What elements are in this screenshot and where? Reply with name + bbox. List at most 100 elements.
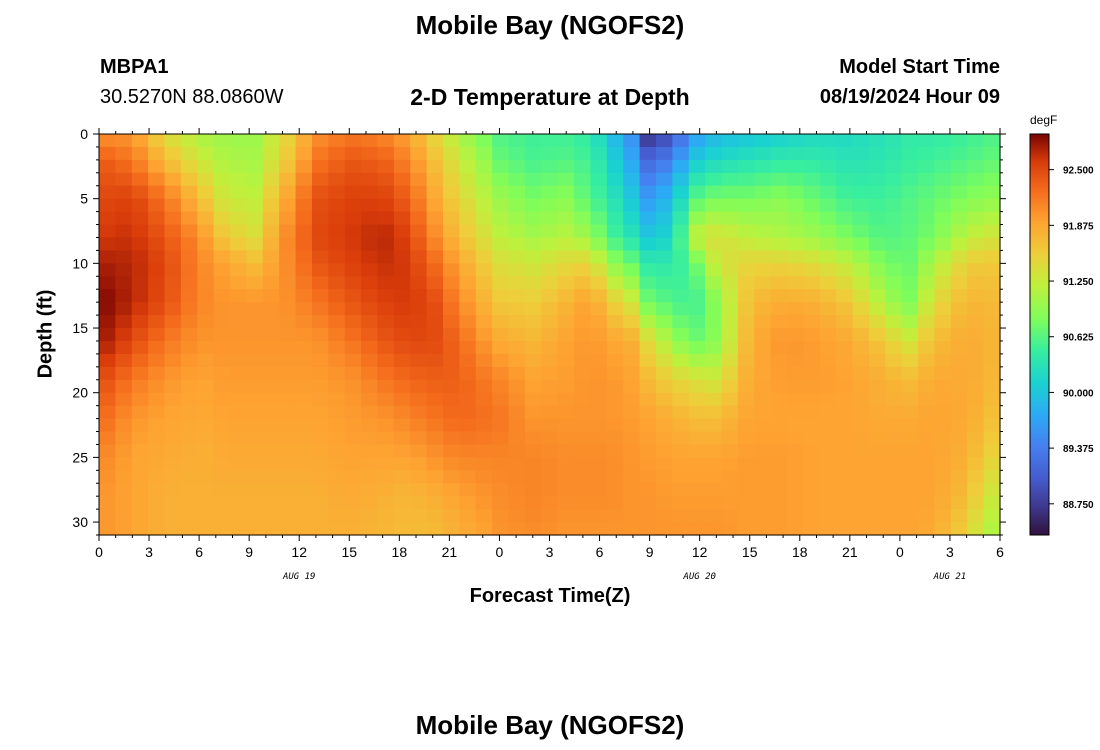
heatmap-cell <box>574 340 592 355</box>
heatmap-cell <box>885 522 903 536</box>
heatmap-cell <box>180 379 198 394</box>
heatmap-cell <box>901 392 919 407</box>
heatmap-cell <box>377 146 395 161</box>
heatmap-cell <box>606 405 624 420</box>
heatmap-cell <box>443 405 460 420</box>
heatmap-cell <box>606 237 624 252</box>
heatmap-cell <box>983 405 1001 420</box>
heatmap-cell <box>557 405 575 420</box>
heatmap-cell <box>426 146 444 161</box>
heatmap-cell <box>770 392 788 407</box>
heatmap-cell <box>410 340 428 355</box>
heatmap-cell <box>967 444 985 458</box>
heatmap-cell <box>918 353 936 368</box>
heatmap-cell <box>950 276 968 290</box>
heatmap-cell <box>131 328 149 342</box>
heatmap-cell <box>819 431 837 446</box>
heatmap-cell <box>475 289 493 303</box>
heatmap-cell <box>852 146 870 161</box>
heatmap-cell <box>983 146 1001 161</box>
heatmap-cell <box>639 263 657 277</box>
heatmap-cell <box>410 457 428 471</box>
x-tick-label: 21 <box>442 544 458 560</box>
heatmap-cell <box>557 328 575 342</box>
heatmap-cell <box>901 146 919 161</box>
heatmap-cell <box>983 263 1001 277</box>
heatmap-cell <box>164 418 182 433</box>
heatmap-cell <box>918 146 936 161</box>
heatmap-cell <box>541 185 559 200</box>
heatmap-cell <box>279 353 297 368</box>
heatmap-cell <box>901 405 919 420</box>
heatmap-cell <box>246 263 264 277</box>
heatmap-cell <box>803 224 821 239</box>
heatmap-cell <box>426 159 444 174</box>
heatmap-cell <box>639 470 657 484</box>
heatmap-cell <box>787 134 805 148</box>
heatmap-cell <box>885 146 903 161</box>
heatmap-cell <box>606 302 624 316</box>
heatmap-cell <box>344 172 362 187</box>
heatmap-cell <box>393 379 411 394</box>
heatmap-cell <box>819 366 837 381</box>
heatmap-cell <box>574 134 592 148</box>
heatmap-cell <box>541 379 559 394</box>
heatmap-cell <box>655 276 673 290</box>
heatmap-cell <box>475 237 493 252</box>
heatmap-cell <box>885 315 903 329</box>
heatmap-cell <box>459 522 477 536</box>
heatmap-cell <box>688 172 706 187</box>
heatmap-cell <box>770 250 788 264</box>
heatmap-cell <box>606 250 624 264</box>
heatmap-cell <box>295 483 313 497</box>
heatmap-cell <box>443 198 460 213</box>
heatmap-cell <box>606 353 624 368</box>
heatmap-cell <box>983 250 1001 264</box>
heatmap-cell <box>164 366 182 381</box>
heatmap-cell <box>967 250 985 264</box>
heatmap-cell <box>590 237 608 252</box>
heatmap-cell <box>492 470 510 484</box>
heatmap-cell <box>688 444 706 458</box>
heatmap-cell <box>623 496 641 510</box>
heatmap-cell <box>885 457 903 471</box>
heatmap-cell <box>868 134 886 148</box>
heatmap-cell <box>705 483 723 497</box>
heatmap-cell <box>393 211 411 226</box>
model-start-value: 08/19/2024 Hour 09 <box>819 86 1000 108</box>
heatmap-cell <box>836 431 854 446</box>
heatmap-cell <box>361 159 379 174</box>
heatmap-cell <box>230 483 248 497</box>
heatmap-cell <box>246 470 264 484</box>
heatmap-cell <box>770 522 788 536</box>
heatmap-cell <box>918 134 936 148</box>
heatmap-cell <box>934 315 952 329</box>
heatmap-cell <box>672 509 690 523</box>
heatmap-cell <box>787 159 805 174</box>
heatmap-cell <box>918 444 936 458</box>
heatmap-cell <box>868 392 886 407</box>
heatmap-cell <box>557 172 575 187</box>
heatmap-cell <box>475 366 493 381</box>
heatmap-cell <box>148 405 166 420</box>
heatmap-cell <box>967 340 985 355</box>
heatmap-cell <box>492 250 510 264</box>
heatmap-cell <box>852 289 870 303</box>
heatmap-cell <box>705 211 723 226</box>
heatmap-cell <box>688 522 706 536</box>
heatmap-cell <box>639 496 657 510</box>
heatmap-cell <box>688 392 706 407</box>
heatmap-cell <box>524 522 542 536</box>
heatmap-cell <box>918 431 936 446</box>
heatmap-cell <box>311 263 329 277</box>
heatmap-cell <box>328 509 346 523</box>
heatmap-cell <box>574 444 592 458</box>
heatmap-cell <box>655 315 673 329</box>
heatmap-cell <box>131 276 149 290</box>
heatmap-cell <box>197 431 215 446</box>
heatmap-cell <box>295 509 313 523</box>
heatmap-cell <box>983 198 1001 213</box>
heatmap-cell <box>770 379 788 394</box>
heatmap-cell <box>492 353 510 368</box>
heatmap-cell <box>623 289 641 303</box>
